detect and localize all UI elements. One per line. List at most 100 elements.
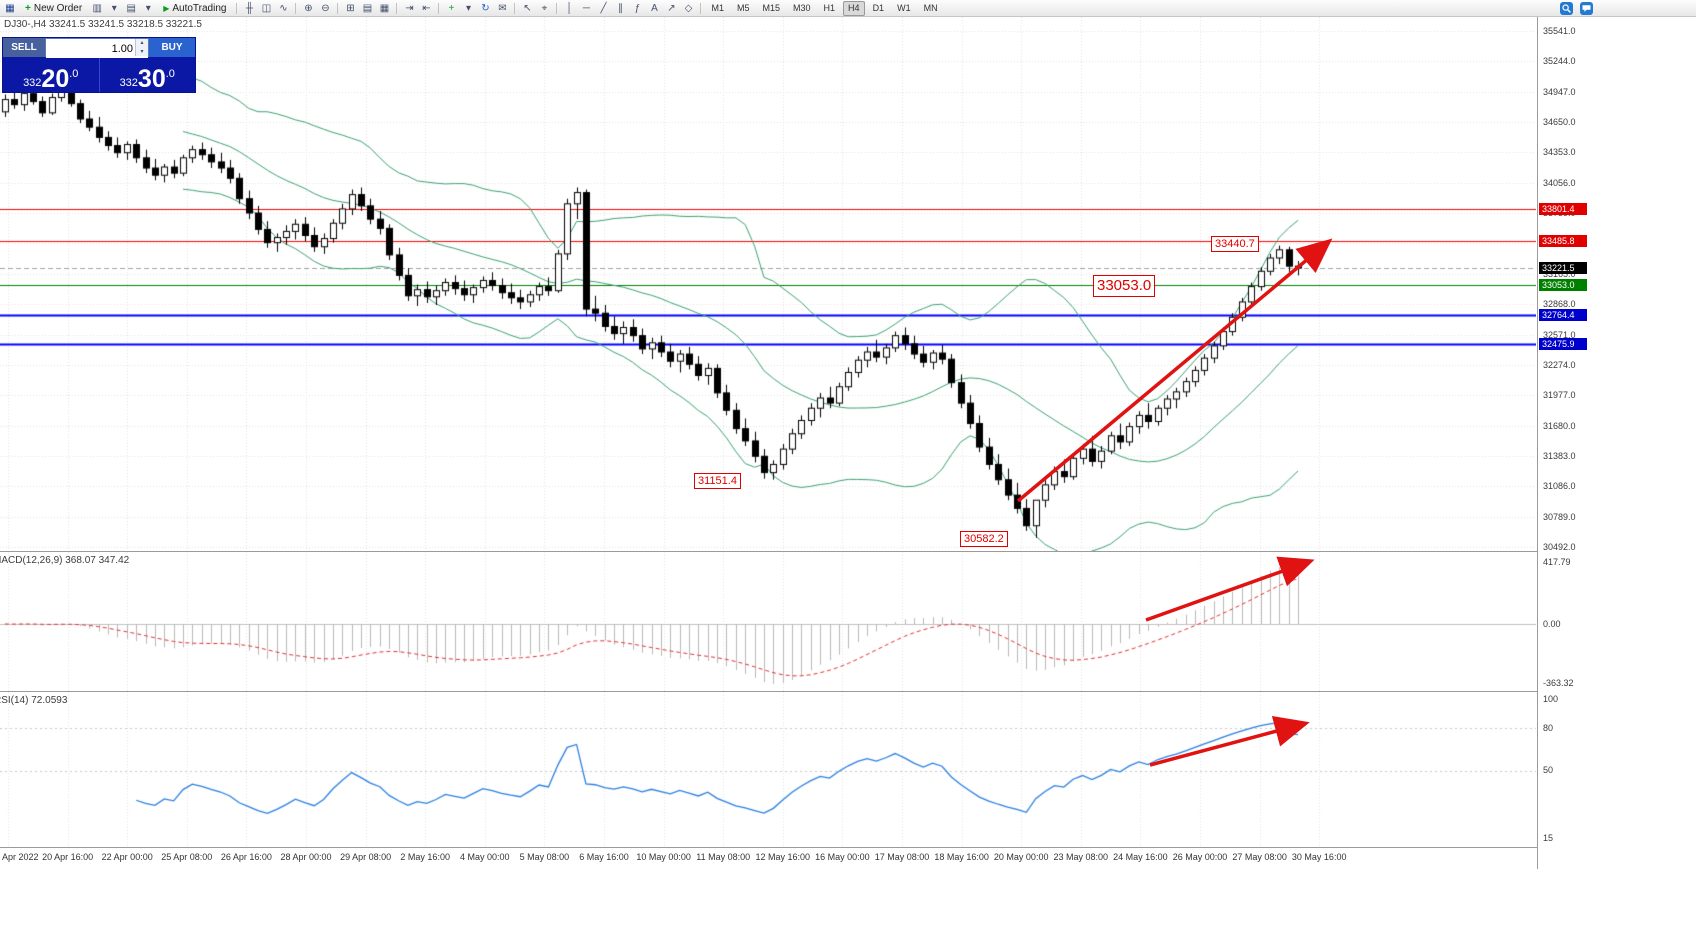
- price-axis-label: 34947.0: [1543, 86, 1576, 97]
- toolbar-separator: [295, 2, 297, 14]
- price-axis-label: 32571.0: [1543, 329, 1576, 340]
- horizontal-line-icon[interactable]: ─: [582, 2, 591, 14]
- zoom-out-icon[interactable]: ⊖: [321, 2, 330, 14]
- price-axis-label: 31086.0: [1543, 481, 1576, 492]
- volume-decrease-button[interactable]: ▾: [136, 47, 148, 56]
- timeframe-w1-button[interactable]: W1: [897, 2, 911, 13]
- timeframe-m15-button[interactable]: M15: [762, 2, 781, 13]
- autotrading-button[interactable]: ▶ AutoTrading: [158, 1, 231, 16]
- zoom-in-icon[interactable]: ⊕: [304, 2, 313, 14]
- arrange-windows-icon[interactable]: ▦: [379, 2, 390, 14]
- price-tag: 33801.4: [1539, 202, 1587, 215]
- trendline-icon[interactable]: ╱: [600, 2, 607, 14]
- objects-menu-arrow-icon[interactable]: ▾: [145, 2, 151, 14]
- mail-icon[interactable]: ✉: [498, 2, 507, 14]
- price-annotation[interactable]: 30582.2: [960, 531, 1008, 548]
- text-icon[interactable]: A: [651, 2, 658, 14]
- price-annotation[interactable]: 33440.7: [1211, 236, 1259, 253]
- toolbar-right-icons: [1560, 1, 1593, 15]
- price-annotation[interactable]: 31151.4: [694, 473, 741, 490]
- sell-price-button[interactable]: 332 20.0: [3, 57, 99, 92]
- chart-profiles-icon[interactable]: ▤: [362, 2, 373, 14]
- time-axis-label: 20 Apr 16:00: [42, 852, 94, 862]
- rsi-panel[interactable]: [0, 692, 1536, 847]
- volume-input[interactable]: [46, 40, 148, 58]
- arrows-icon[interactable]: ↗: [667, 2, 676, 14]
- crosshair-icon[interactable]: ⌖: [541, 2, 548, 14]
- timeframe-m30-button[interactable]: M30: [793, 2, 811, 13]
- auto-scroll-icon[interactable]: ⇥: [405, 2, 414, 14]
- volume-increase-button[interactable]: ▴: [136, 39, 148, 48]
- toolbar-separator: [700, 2, 702, 14]
- vertical-line-icon[interactable]: │: [566, 2, 573, 14]
- price-axis-label: -363.32: [1543, 678, 1574, 688]
- panel-separator[interactable]: [0, 551, 1696, 552]
- time-axis-label: 29 Apr 08:00: [340, 852, 392, 862]
- timeframe-h1-button[interactable]: H1: [823, 2, 836, 13]
- candlestick-chart-icon[interactable]: ◫: [261, 2, 272, 14]
- community-search-icon[interactable]: [1560, 1, 1573, 15]
- price-annotation[interactable]: 33053.0: [1093, 275, 1156, 297]
- time-axis[interactable]: Apr 2022 20 Apr 16:00 22 Apr 00:00 25 Apr 0…: [0, 848, 1537, 869]
- line-chart-icon[interactable]: ∿: [279, 2, 288, 14]
- toolbar: ▦ + New Order ▥ ▾ ▤ ▾ ▶ AutoTrading ╫ ◫ ∿ ⊕ ⊖ ⊞ ▤…: [0, 0, 1696, 17]
- panel-separator[interactable]: [0, 691, 1696, 692]
- objects-menu-icon[interactable]: ▤: [126, 2, 136, 14]
- timeframe-m5-button[interactable]: M5: [736, 2, 750, 13]
- symbol-ohlc-header: DJ30-,H4 33241.5 33241.5 33218.5 33221.5: [4, 19, 202, 30]
- price-axis-label: 31680.0: [1543, 420, 1576, 431]
- toolbar-separator: [438, 2, 440, 14]
- charts-menu-arrow-icon[interactable]: ▾: [111, 2, 117, 14]
- price-axis-label: 100: [1543, 694, 1559, 704]
- bar-chart-icon[interactable]: ╫: [245, 2, 254, 14]
- price-scale[interactable]: 35541.0 35244.0 34947.0 34650.0 34353.0 34056…: [1537, 17, 1696, 869]
- time-axis-label: 20 May 00:00: [993, 852, 1049, 862]
- new-order-button[interactable]: + New Order: [20, 1, 87, 16]
- volume-spinner: ▴ ▾: [135, 39, 148, 56]
- time-axis-label: 12 May 16:00: [755, 852, 811, 862]
- timeframe-d1-button[interactable]: D1: [872, 2, 885, 13]
- charts-menu-icon[interactable]: ▥: [92, 2, 102, 14]
- time-axis-label: 18 May 16:00: [934, 852, 989, 862]
- refresh-icon[interactable]: ↻: [481, 2, 490, 14]
- price-axis-label: 31977.0: [1543, 390, 1576, 401]
- indicators-menu-icon[interactable]: ▾: [465, 2, 471, 14]
- buy-price-big: 30: [137, 65, 166, 93]
- chart-shift-icon[interactable]: ⇤: [422, 2, 431, 14]
- new-chart-icon[interactable]: ⊞: [346, 2, 355, 14]
- indicators-icon[interactable]: +: [448, 2, 455, 14]
- time-axis-label: 10 May 00:00: [636, 852, 691, 862]
- buy-button[interactable]: BUY: [149, 38, 195, 57]
- toolbar-separator: [236, 2, 238, 14]
- shapes-icon[interactable]: ◇: [684, 2, 693, 14]
- panel-separator[interactable]: [0, 847, 1696, 848]
- sell-price-prefix: 332: [23, 77, 42, 89]
- chart-window-icon[interactable]: ▦: [5, 2, 15, 14]
- sell-button[interactable]: SELL: [3, 38, 45, 57]
- time-axis-label: 26 Apr 16:00: [220, 852, 272, 862]
- timeframe-h4-button[interactable]: H4: [843, 0, 865, 16]
- timeframe-mn-button[interactable]: MN: [923, 2, 938, 13]
- community-chat-icon[interactable]: [1580, 1, 1593, 15]
- price-axis-label: 34650.0: [1543, 117, 1576, 128]
- price-axis-label: 31383.0: [1543, 450, 1576, 461]
- buy-price-button[interactable]: 332 30.0: [98, 57, 196, 93]
- main-chart[interactable]: [0, 17, 1536, 551]
- time-axis-label: Apr 2022: [2, 852, 39, 862]
- chart-area: 35541.0 35244.0 34947.0 34650.0 34353.0 34056…: [0, 17, 1696, 906]
- buy-price-prefix: 332: [119, 77, 138, 89]
- time-axis-label: 11 May 08:00: [696, 852, 751, 862]
- macd-panel[interactable]: [0, 552, 1536, 691]
- fibonacci-icon[interactable]: ƒ: [634, 2, 641, 14]
- price-axis-label: 30492.0: [1543, 542, 1576, 552]
- equidistant-channel-icon[interactable]: ∥: [617, 2, 623, 14]
- sell-price-sup: .0: [69, 68, 79, 80]
- toolbar-separator: [396, 2, 398, 14]
- cursor-icon[interactable]: ↖: [523, 2, 532, 14]
- time-axis-label: 2 May 16:00: [400, 852, 450, 862]
- timeframe-m1-button[interactable]: M1: [711, 2, 724, 13]
- time-axis-label: 30 May 16:00: [1291, 852, 1347, 862]
- toolbar-separator: [556, 2, 558, 14]
